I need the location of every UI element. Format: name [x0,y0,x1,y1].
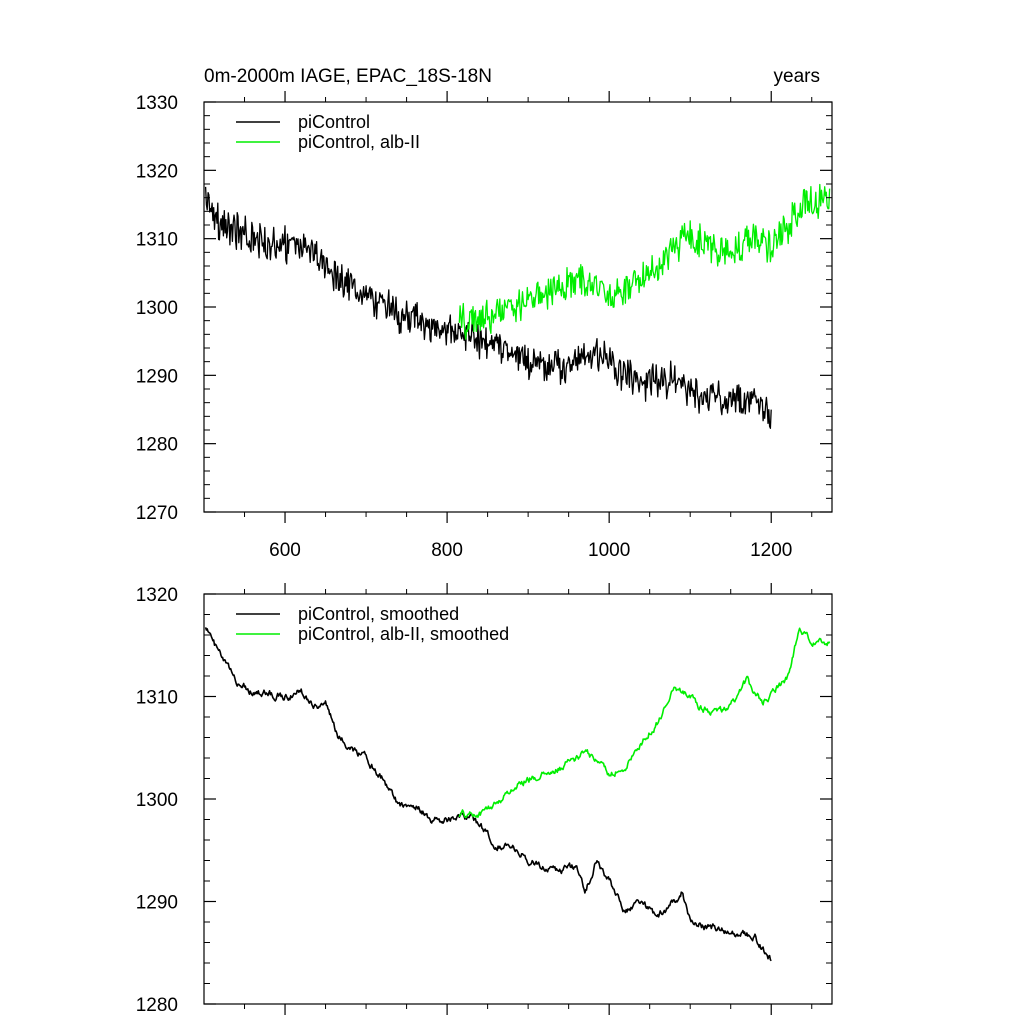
bottom-ytick-label: 1310 [136,688,178,709]
top-ytick-label: 1280 [136,435,178,456]
legend-label: piControl, alb-II, smoothed [298,624,509,644]
series-line-bottom-picontrol [204,627,772,962]
top-ytick-label: 1300 [136,298,178,319]
series-line-top-picontrol [204,186,772,429]
chart-title: 0m-2000m IAGE, EPAC_18S-18N [204,66,492,87]
top-ytick-label: 1310 [136,230,178,251]
bottom-panel-series [204,627,831,962]
top-xtick-label: 600 [269,540,301,561]
legend-label: piControl, alb-II [298,132,420,152]
top-panel: 1270 1280 1290 1300 1310 1320 1330 600 800 1000 12… [136,91,833,561]
top-panel-ticks: 1270 1280 1290 1300 1310 1320 1330 600 800 1000 12… [136,91,832,561]
top-panel-series [204,183,831,429]
top-ytick-label: 1320 [136,161,178,182]
bottom-ytick-label: 1320 [136,585,178,606]
bottom-panel-ticks: 1280 1290 1300 1310 1320 [136,583,832,1016]
series-line-top-alb-ii [458,183,831,340]
top-ytick-label: 1290 [136,366,178,387]
top-xtick-label: 1200 [750,540,792,561]
bottom-panel: 1280 1290 1300 1310 1320 piControl, smoothed… [136,583,833,1016]
top-xtick-label: 1000 [588,540,630,561]
top-ytick-label: 1330 [136,93,178,114]
top-ytick-label: 1270 [136,503,178,524]
bottom-ytick-label: 1290 [136,893,178,914]
series-line-bottom-alb-ii [458,627,831,819]
bottom-ytick-label: 1300 [136,790,178,811]
legend-label: piControl [298,112,370,132]
legend-label: piControl, smoothed [298,604,459,624]
units-label: years [774,66,820,87]
bottom-ytick-label: 1280 [136,995,178,1016]
top-xtick-label: 800 [431,540,463,561]
